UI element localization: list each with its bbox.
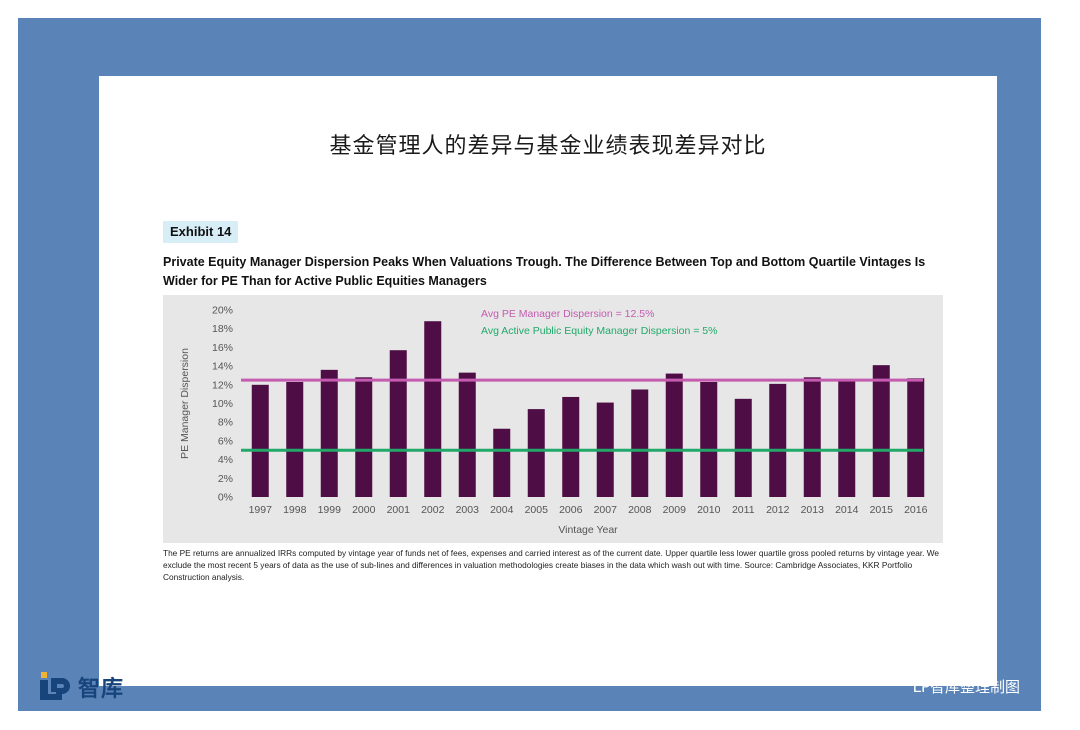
bar <box>424 321 442 497</box>
content-panel: 基金管理人的差异与基金业绩表现差异对比 Exhibit 14 Private E… <box>99 76 997 686</box>
bar <box>320 369 338 497</box>
chart-subtitle: Private Equity Manager Dispersion Peaks … <box>163 255 926 288</box>
bar <box>251 384 269 497</box>
bar <box>734 398 752 497</box>
bar <box>803 377 821 497</box>
bar <box>769 383 787 497</box>
x-tick-label: 2010 <box>697 504 721 516</box>
x-tick-label: 2011 <box>732 504 755 516</box>
x-tick-label: 2006 <box>559 504 583 516</box>
x-tick-label: 2015 <box>870 504 894 516</box>
y-axis-label: PE Manager Dispersion <box>179 348 191 459</box>
y-tick-label: 12% <box>212 379 233 391</box>
bar <box>562 396 580 497</box>
bar <box>355 377 373 497</box>
logo-text: 智库 <box>78 677 125 702</box>
bar <box>838 381 856 497</box>
x-tick-label: 2008 <box>628 504 652 516</box>
bar <box>872 365 890 497</box>
page-title: 基金管理人的差异与基金业绩表现差异对比 <box>329 134 767 159</box>
x-tick-label: 2003 <box>456 504 480 516</box>
x-tick-label: 2004 <box>490 504 514 516</box>
reference-line-label: Avg PE Manager Dispersion = 12.5% <box>481 308 654 320</box>
y-tick-label: 18% <box>212 323 233 335</box>
x-tick-label: 1997 <box>249 504 273 516</box>
credit-text: LP智库整理制图 <box>912 678 1020 696</box>
x-axis-label: Vintage Year <box>558 524 618 536</box>
exhibit-label: Exhibit 14 <box>163 221 239 243</box>
x-tick-label: 2009 <box>663 504 687 516</box>
bar <box>527 409 545 497</box>
x-tick-label: 2000 <box>352 504 376 516</box>
y-tick-label: 10% <box>212 398 233 410</box>
y-tick-label: 8% <box>218 417 233 429</box>
x-tick-label: 2013 <box>801 504 825 516</box>
y-tick-label: 20% <box>212 305 233 317</box>
x-tick-label: 2001 <box>387 504 411 516</box>
bar <box>493 428 511 497</box>
y-tick-label: 4% <box>218 454 233 466</box>
outer-frame: 基金管理人的差异与基金业绩表现差异对比 Exhibit 14 Private E… <box>18 18 1041 711</box>
y-tick-label: 0% <box>218 492 233 504</box>
bar <box>286 381 304 497</box>
x-tick-label: 2016 <box>904 504 928 516</box>
y-tick-label: 6% <box>218 435 233 447</box>
bar <box>458 372 476 497</box>
x-tick-label: 2007 <box>594 504 618 516</box>
brand-logo: 智库 <box>36 670 124 704</box>
y-tick-label: 14% <box>212 361 233 373</box>
lp-logo-icon <box>40 672 70 700</box>
bar <box>700 381 718 497</box>
y-tick-label: 2% <box>218 473 233 485</box>
x-tick-label: 2002 <box>421 504 445 516</box>
bar <box>389 350 407 497</box>
bar <box>907 378 925 497</box>
bar <box>631 389 649 497</box>
x-tick-label: 1998 <box>283 504 307 516</box>
bar <box>665 373 683 497</box>
y-tick-label: 16% <box>212 342 233 354</box>
x-tick-label: 2005 <box>525 504 549 516</box>
bar-chart: 0% 2% 4% 6% 8% 10% 12% 14% 16% 18% 20% PE Manager D… <box>179 305 928 537</box>
reference-line-label: Avg Active Public Equity Manager Dispers… <box>481 325 717 337</box>
x-tick-label: 1999 <box>318 504 342 516</box>
footnote: The PE returns are annualized IRRs compu… <box>163 548 940 582</box>
x-tick-label: 2012 <box>766 504 790 516</box>
x-tick-label: 2014 <box>835 504 859 516</box>
